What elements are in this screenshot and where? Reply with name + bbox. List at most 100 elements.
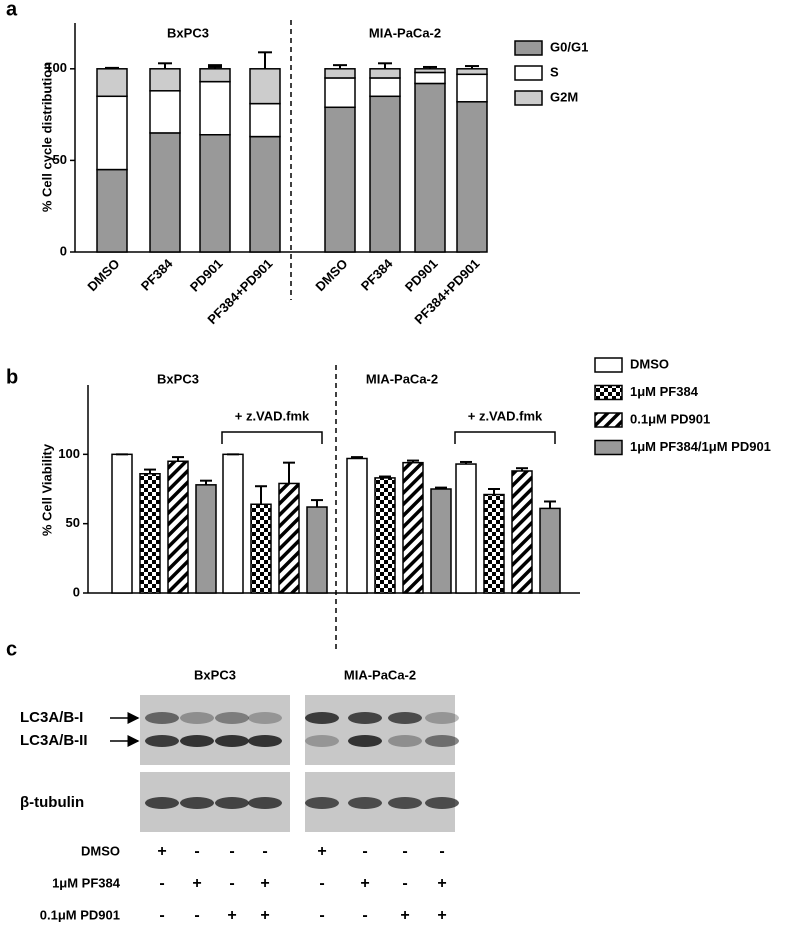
y-tick-label: 0 [73, 584, 80, 599]
cell-line-label: MIA-PaCa-2 [344, 667, 416, 682]
blot-band [425, 735, 459, 747]
band-label: LC3A/B-I [20, 709, 83, 726]
x-tick-label: DMSO [312, 256, 350, 294]
x-tick-label: DMSO [84, 256, 122, 294]
treatment-sign: + [260, 907, 269, 924]
group-label: BxPC3 [167, 25, 209, 40]
blot-band [305, 712, 339, 724]
bar-segment [414, 68, 446, 74]
annotation: + z.VAD.fmk [468, 408, 543, 423]
treatment-sign: - [362, 907, 367, 924]
bar-segment [324, 77, 356, 109]
bar-segment [456, 68, 488, 76]
treatment-sign: - [439, 843, 444, 860]
legend-label: G0/G1 [550, 39, 588, 54]
treatment-sign: + [227, 907, 236, 924]
treatment-label: 0.1μM PD901 [40, 907, 120, 922]
treatment-sign: + [360, 875, 369, 892]
blot-band [305, 735, 339, 747]
bar-segment [369, 68, 401, 79]
blot-band [425, 797, 459, 809]
legend-label: G2M [550, 89, 578, 104]
annotation-bracket [454, 431, 556, 444]
treatment-sign: - [402, 843, 407, 860]
treatment-sign: + [437, 875, 446, 892]
treatment-sign: - [319, 875, 324, 892]
treatment-label: 1μM PF384 [52, 875, 121, 890]
treatment-sign: - [319, 907, 324, 924]
blot-band [388, 735, 422, 747]
treatment-sign: - [194, 843, 199, 860]
legend-label: 0.1μM PD901 [630, 411, 710, 426]
treatment-sign: - [194, 907, 199, 924]
bar [139, 472, 161, 594]
y-axis-label: % Cell Viability [39, 443, 54, 536]
treatment-sign: - [262, 843, 267, 860]
legend-swatch [594, 384, 623, 401]
bar-segment [324, 68, 356, 79]
blot-band [248, 797, 282, 809]
y-tick-label: 100 [45, 60, 67, 75]
bar-segment [324, 106, 356, 253]
bar [455, 463, 477, 594]
bar-segment [199, 80, 231, 136]
bar-segment [369, 77, 401, 98]
treatment-sign: - [362, 843, 367, 860]
bar-segment [149, 132, 181, 253]
legend-label: 1μM PF384 [630, 384, 699, 399]
bar-segment [96, 168, 128, 253]
bar [483, 493, 505, 594]
bar-segment [199, 68, 231, 83]
bar [278, 482, 300, 594]
blot-band [145, 712, 179, 724]
panel-label: b [6, 366, 18, 388]
legend-swatch [594, 439, 623, 456]
blot-band [180, 797, 214, 809]
bar-segment [96, 95, 128, 171]
bar [511, 470, 533, 594]
treatment-sign: - [159, 875, 164, 892]
y-tick-label: 50 [66, 515, 80, 530]
x-tick-label: PF384 [138, 255, 176, 293]
legend-label: 1μM PF384/1μM PD901 [630, 439, 771, 454]
treatment-sign: + [400, 907, 409, 924]
blot-band [425, 712, 459, 724]
panel-label: a [6, 0, 18, 20]
legend-label: DMSO [630, 356, 669, 371]
blot-band [215, 712, 249, 724]
bar [111, 453, 133, 594]
bar-segment [249, 102, 281, 138]
treatment-sign: + [157, 843, 166, 860]
bar-segment [199, 134, 231, 253]
legend-swatch [514, 90, 543, 106]
blot-band [388, 797, 422, 809]
group-label: MIA-PaCa-2 [369, 25, 441, 40]
treatment-label: DMSO [81, 843, 120, 858]
blot-band [145, 797, 179, 809]
bar-segment [149, 90, 181, 134]
panel-label: c [6, 638, 17, 660]
bar [222, 453, 244, 594]
x-tick-label: PF384 [358, 255, 396, 293]
bar-segment [414, 82, 446, 253]
legend-swatch [594, 412, 623, 428]
bar-segment [96, 68, 128, 98]
blot-band [215, 797, 249, 809]
treatment-sign: + [260, 875, 269, 892]
y-axis-label: % Cell cycle distribution [39, 62, 54, 212]
legend-label: S [550, 64, 559, 79]
x-tick-label: PD901 [187, 256, 226, 295]
blot-band [305, 797, 339, 809]
bar [539, 507, 561, 594]
band-label: LC3A/B-II [20, 732, 88, 749]
treatment-sign: + [437, 907, 446, 924]
blot-band [180, 712, 214, 724]
bar-segment [249, 68, 281, 105]
bar [346, 457, 368, 594]
blot-band [348, 797, 382, 809]
bar-segment [149, 68, 181, 92]
blot-membrane [305, 695, 455, 765]
y-tick-label: 50 [53, 152, 67, 167]
group-label: BxPC3 [157, 371, 199, 386]
